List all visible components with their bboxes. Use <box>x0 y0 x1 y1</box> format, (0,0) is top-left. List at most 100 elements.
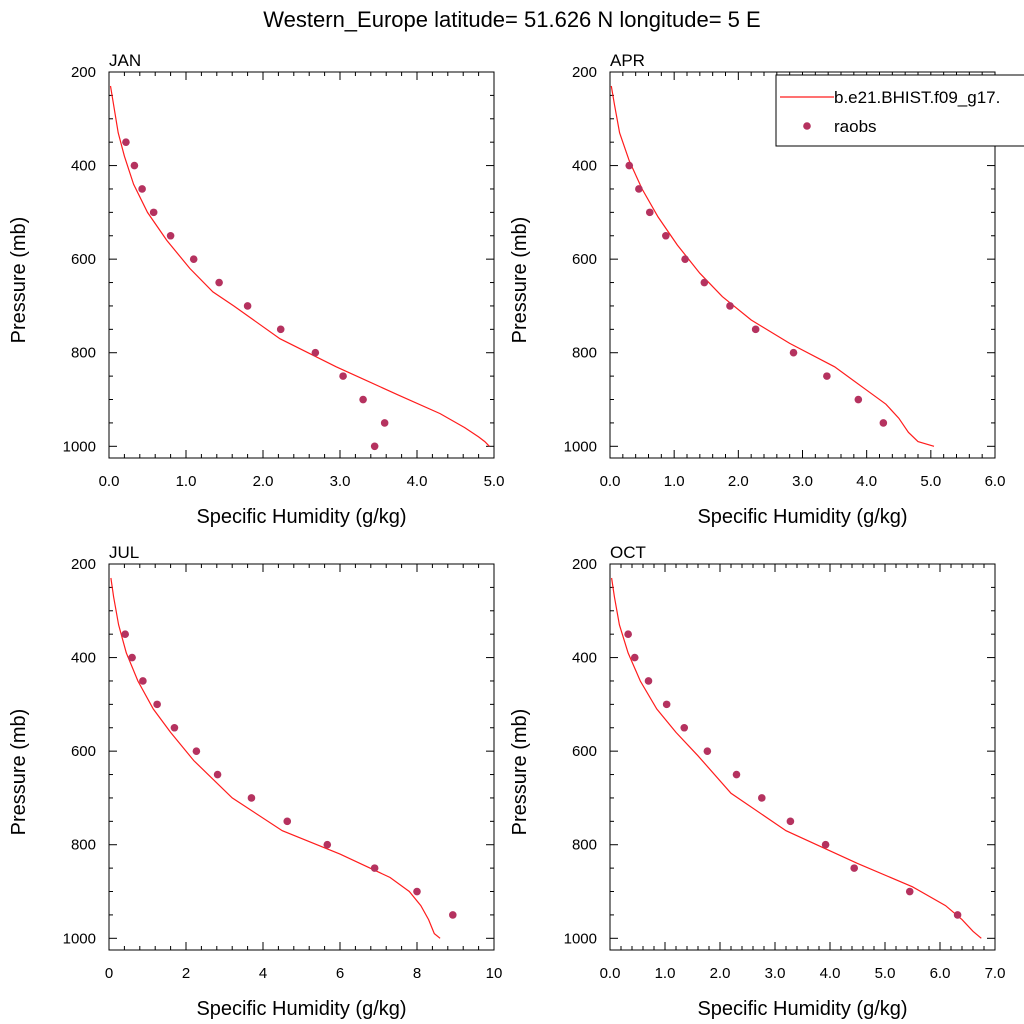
obs-point <box>128 653 136 662</box>
y-tick-label: 400 <box>572 158 597 175</box>
obs-point <box>681 255 689 263</box>
obs-point <box>850 864 858 872</box>
panel-title: APR <box>610 51 645 70</box>
y-tick-label: 600 <box>572 743 597 760</box>
x-tick-label: 0.0 <box>600 965 621 982</box>
obs-point <box>703 747 712 755</box>
obs-point <box>662 231 670 240</box>
x-tick-label: 2.0 <box>728 473 749 490</box>
model-line <box>611 577 982 939</box>
legend-obs-swatch <box>803 122 811 130</box>
obs-point <box>370 864 379 872</box>
x-tick-label: 3.0 <box>792 473 813 490</box>
obs-point <box>311 348 320 357</box>
obs-point <box>370 442 379 451</box>
obs-point <box>449 911 457 919</box>
x-tick-label: 8 <box>413 965 421 982</box>
obs-point <box>166 231 175 240</box>
y-tick-label: 800 <box>572 837 597 854</box>
x-tick-label: 6 <box>336 965 344 982</box>
obs-point <box>243 302 252 310</box>
x-tick-label: 7.0 <box>985 965 1006 982</box>
y-tick-label: 1000 <box>63 930 96 947</box>
x-tick-label: 0 <box>105 965 113 982</box>
x-tick-label: 2.0 <box>710 965 731 982</box>
obs-point <box>170 723 179 732</box>
x-axis-title: Specific Humidity (g/kg) <box>697 506 907 528</box>
obs-point <box>953 911 962 919</box>
obs-point <box>879 419 888 427</box>
obs-point <box>823 372 831 380</box>
obs-point <box>413 887 421 896</box>
y-tick-label: 200 <box>572 64 597 81</box>
x-tick-label: 0.0 <box>600 473 621 490</box>
obs-point <box>121 630 129 638</box>
model-line <box>610 85 935 447</box>
obs-point <box>122 138 130 146</box>
obs-point <box>213 770 222 779</box>
y-tick-label: 200 <box>572 556 597 573</box>
y-tick-label: 600 <box>71 743 96 760</box>
obs-point <box>380 419 389 427</box>
x-tick-label: 6.0 <box>985 473 1006 490</box>
obs-point <box>215 278 223 287</box>
y-axis-title: Pressure (mb) <box>8 709 30 836</box>
obs-point <box>323 840 332 849</box>
panel-title: JUL <box>109 543 139 562</box>
panel-oct: 0.0 1.0 2.0 3.0 4.0 5.0 6.0 7.0 200 400 600 800 1000… <box>509 543 1005 1020</box>
x-tick-label: 5.0 <box>920 473 941 490</box>
panel-title: JAN <box>109 51 141 70</box>
obs-point <box>700 278 709 287</box>
x-tick-label: 1.0 <box>655 965 676 982</box>
obs-point <box>192 747 201 755</box>
x-tick-label: 4 <box>259 965 267 982</box>
panel-title: OCT <box>610 543 646 562</box>
x-tick-label: 4.0 <box>820 965 841 982</box>
obs-point <box>339 372 347 380</box>
plot-frame <box>108 71 495 459</box>
y-tick-label: 400 <box>71 650 96 667</box>
y-tick-label: 1000 <box>63 438 96 455</box>
x-tick-label: 3.0 <box>330 473 351 490</box>
x-axis-title: Specific Humidity (g/kg) <box>697 998 907 1020</box>
obs-point <box>359 395 367 404</box>
obs-point <box>789 348 798 357</box>
obs-point <box>153 700 161 709</box>
legend-model-label: b.e21.BHIST.f09_g17. <box>834 88 1000 107</box>
panels-group: 0.0 1.0 2.0 3.0 4.0 5.0 200 400 600 800 1000 JAN Spe… <box>8 51 1005 1020</box>
obs-point <box>645 208 654 217</box>
obs-point <box>138 185 146 193</box>
obs-point <box>247 794 256 802</box>
plot-frame <box>108 563 495 951</box>
x-tick-label: 6.0 <box>930 965 951 982</box>
obs-point <box>662 700 671 709</box>
x-axis-title: Specific Humidity (g/kg) <box>196 506 406 528</box>
y-axis-title: Pressure (mb) <box>509 217 531 344</box>
x-tick-label: 2 <box>182 965 190 982</box>
obs-point <box>630 653 639 662</box>
panel-jan: 0.0 1.0 2.0 3.0 4.0 5.0 200 400 600 800 1000 JAN Spe… <box>8 51 504 528</box>
legend-obs-label: raobs <box>834 117 877 136</box>
panel-apr: 0.0 1.0 2.0 3.0 4.0 5.0 6.0 200 400 600 800 1000 APR… <box>509 51 1005 528</box>
panel-jul: 0 2 4 6 8 10 200 400 600 800 1000 JUL Specific Humid… <box>8 543 502 1020</box>
y-tick-label: 400 <box>572 650 597 667</box>
x-tick-label: 1.0 <box>664 473 685 490</box>
obs-point <box>149 208 158 217</box>
obs-point <box>680 723 689 732</box>
x-tick-label: 4.0 <box>856 473 877 490</box>
obs-point <box>644 677 653 685</box>
y-tick-label: 200 <box>71 556 96 573</box>
obs-point <box>276 325 285 334</box>
model-line <box>109 85 490 447</box>
y-axis-title: Pressure (mb) <box>8 217 30 344</box>
x-tick-label: 1.0 <box>176 473 197 490</box>
y-tick-label: 1000 <box>564 930 597 947</box>
obs-point <box>854 395 863 404</box>
obs-point <box>905 887 914 896</box>
obs-point <box>786 817 795 826</box>
obs-point <box>635 185 643 193</box>
y-tick-label: 800 <box>572 345 597 362</box>
x-tick-label: 2.0 <box>253 473 274 490</box>
y-tick-label: 1000 <box>564 438 597 455</box>
obs-point <box>625 161 634 170</box>
